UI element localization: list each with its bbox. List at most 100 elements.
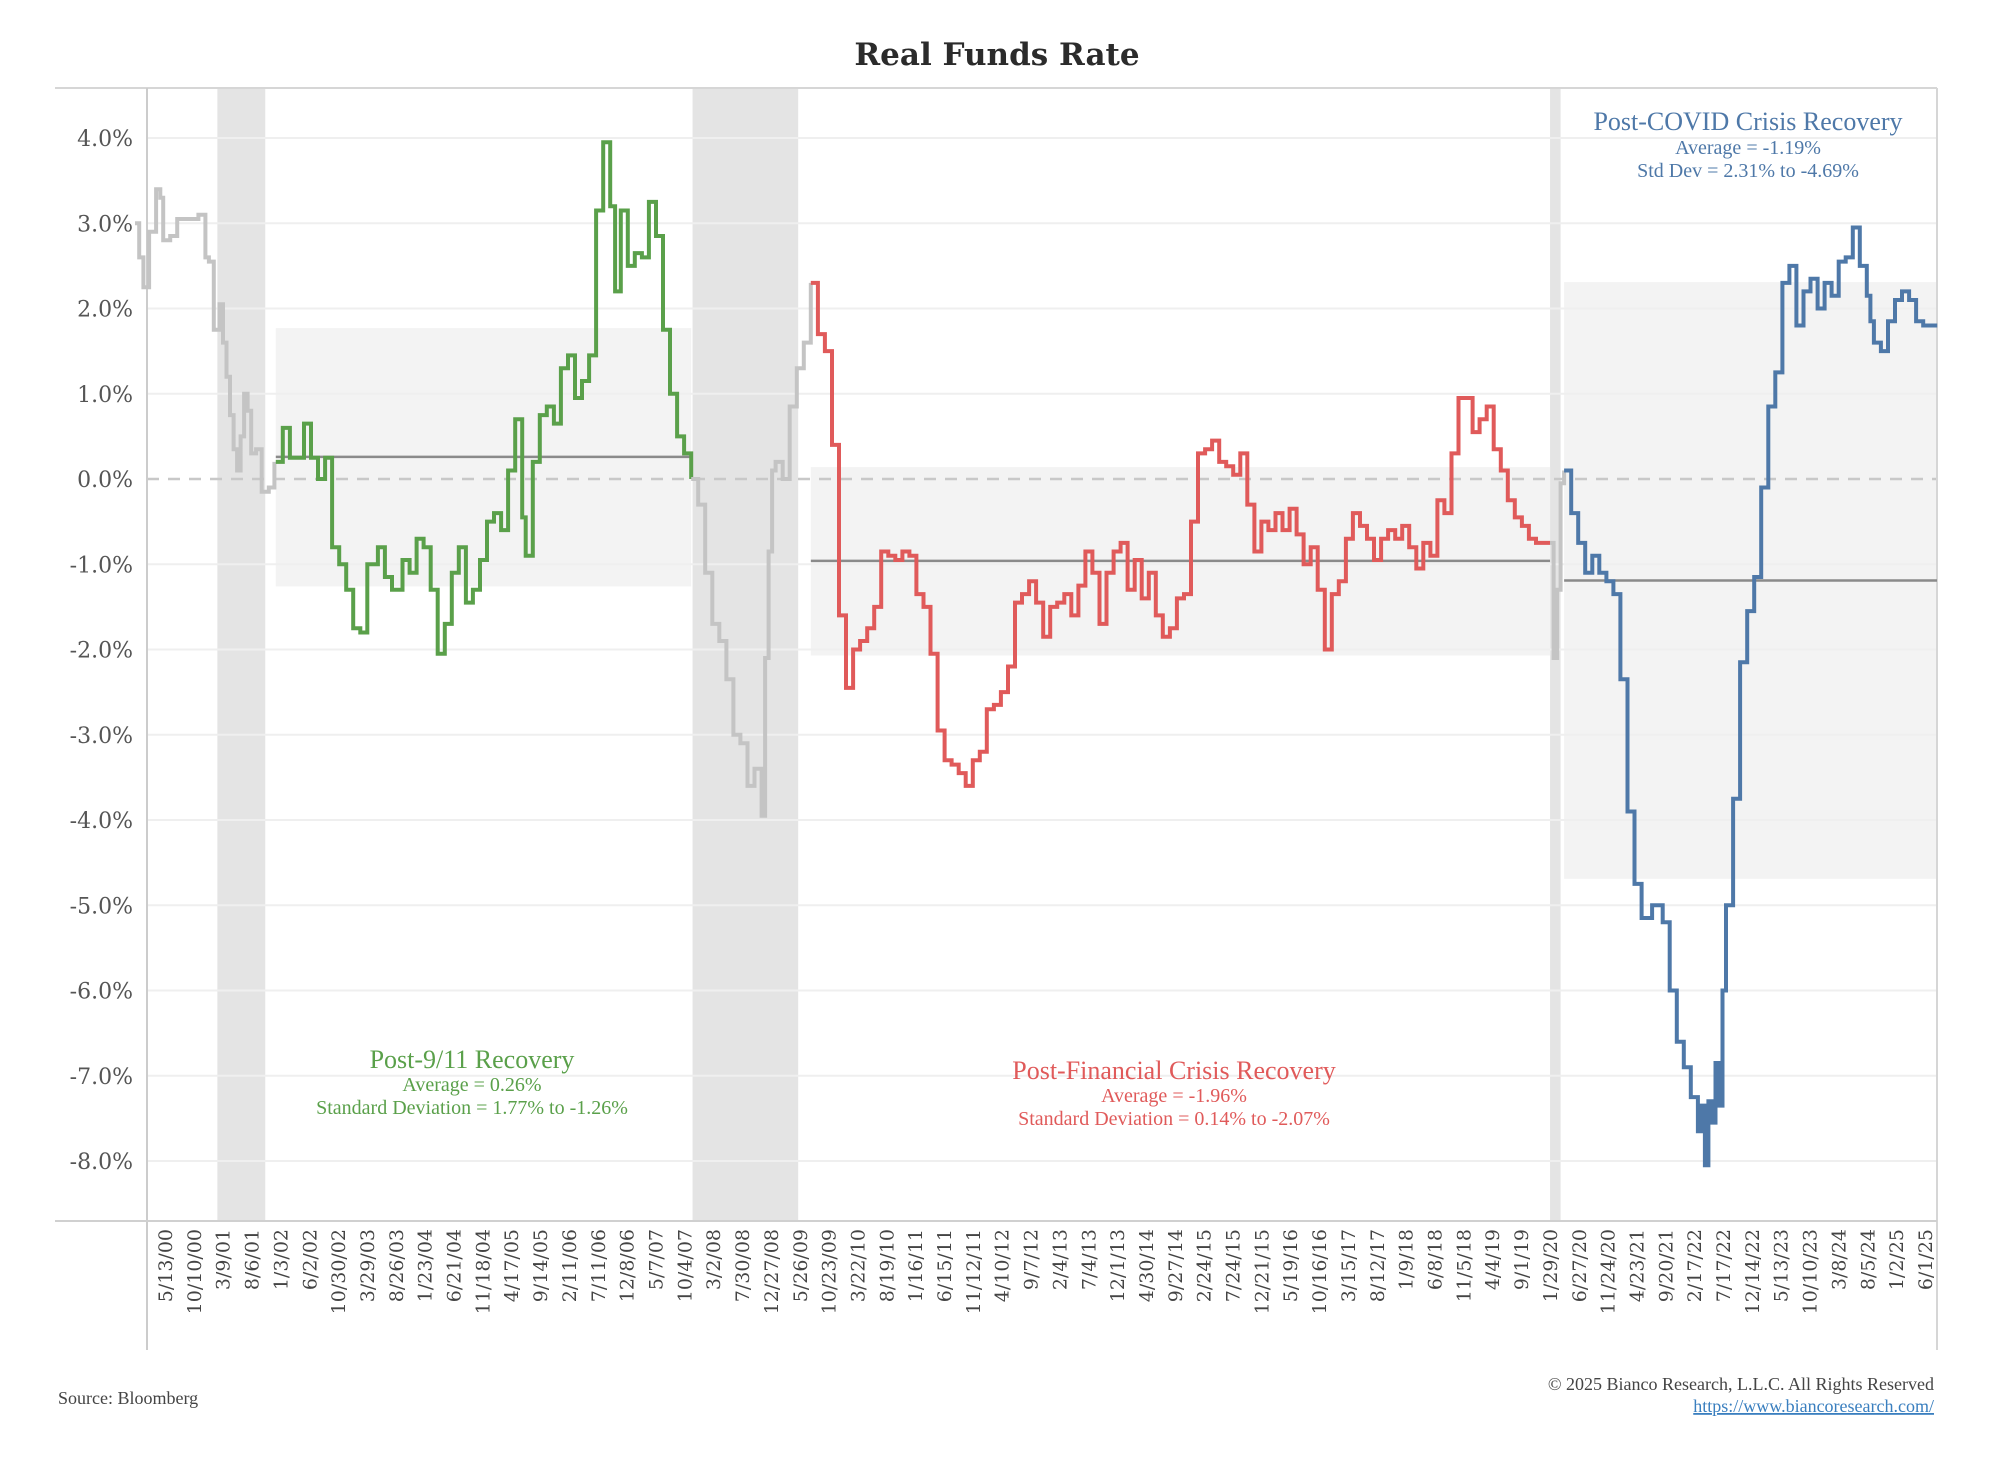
- x-tick-label: 11/12/11: [963, 1229, 985, 1314]
- x-tick-label: 4/30/14: [1136, 1229, 1158, 1302]
- x-tick-label: 7/11/06: [588, 1229, 610, 1302]
- x-tick-label: 6/27/20: [1569, 1229, 1591, 1302]
- series-line-post-covid-crisis-recovery: [1564, 225, 1938, 1168]
- x-tick-label: 12/1/13: [1107, 1229, 1129, 1302]
- x-tick-label: 6/8/18: [1425, 1229, 1447, 1290]
- y-tick-label: 4.0%: [77, 127, 133, 152]
- x-tick-label: 2/4/13: [1049, 1229, 1071, 1290]
- x-tick-label: 3/9/01: [213, 1229, 235, 1290]
- y-tick-label: -6.0%: [70, 980, 133, 1005]
- x-tick-label: 1/3/02: [270, 1229, 292, 1290]
- x-tick-label: 9/27/14: [1165, 1229, 1187, 1302]
- copyright-note: © 2025 Bianco Research, L.L.C. All Right…: [1548, 1374, 1934, 1394]
- x-tick-label: 1/23/04: [415, 1229, 437, 1302]
- y-tick-label: -8.0%: [70, 1150, 133, 1175]
- y-tick-label: -4.0%: [70, 809, 133, 834]
- series-line-post-financial-crisis-recovery: [810, 280, 1550, 788]
- x-tick-label: 9/7/12: [1021, 1229, 1043, 1290]
- x-tick-label: 6/2/02: [299, 1229, 321, 1290]
- x-tick-label: 3/2/08: [703, 1229, 725, 1290]
- x-tick-label: 6/15/11: [934, 1229, 956, 1302]
- x-tick-label: 6/1/25: [1915, 1229, 1937, 1290]
- x-tick-label: 8/6/01: [242, 1229, 264, 1290]
- x-tick-label: 1/2/25: [1886, 1229, 1908, 1290]
- x-tick-label: 8/26/03: [386, 1229, 408, 1302]
- x-tick-label: 10/23/09: [819, 1229, 841, 1314]
- x-tick-label: 3/29/03: [357, 1229, 379, 1302]
- annotation-average-post-covid: Average = -1.19%: [1675, 137, 1821, 159]
- x-tick-label: 12/21/15: [1251, 1229, 1273, 1314]
- x-tick-label: 10/30/02: [328, 1229, 350, 1314]
- x-tick-label: 9/14/05: [530, 1229, 552, 1302]
- annotation-stddev-post-covid: Std Dev = 2.31% to -4.69%: [1637, 160, 1859, 182]
- y-tick-label: 1.0%: [77, 383, 133, 408]
- x-tick-label: 7/17/22: [1713, 1229, 1735, 1302]
- x-tick-label: 1/29/20: [1540, 1229, 1562, 1302]
- x-tick-label: 4/23/21: [1627, 1229, 1649, 1302]
- y-axis-ticks: 4.0% 3.0% 2.0% 1.0% 0.0% -1.0% -2.0% -3.0% -4.0%…: [70, 127, 133, 1175]
- x-tick-label: 5/26/09: [790, 1229, 812, 1302]
- y-tick-label: -7.0%: [70, 1065, 133, 1090]
- annotation-average-post-911: Average = 0.26%: [402, 1074, 541, 1096]
- series-line-post-9-11-recovery: [275, 140, 694, 656]
- x-tick-label: 8/5/24: [1857, 1229, 1879, 1290]
- x-tick-label: 3/15/17: [1338, 1229, 1360, 1302]
- x-tick-label: 8/12/17: [1367, 1229, 1389, 1302]
- x-tick-label: 10/4/07: [674, 1229, 696, 1302]
- x-axis-ticks: 5/13/00 10/10/00 3/9/01 8/6/01 1/3/02 6/2/02 1…: [155, 1229, 1937, 1314]
- chart-title: Real Funds Rate: [854, 37, 1139, 73]
- annotation-post-financial-crisis: Post-Financial Crisis Recovery Average =…: [1012, 1056, 1336, 1130]
- x-tick-label: 8/19/10: [876, 1229, 898, 1302]
- x-tick-label: 5/19/16: [1280, 1229, 1302, 1302]
- annotation-post-911: Post-9/11 Recovery Average = 0.26% Stand…: [316, 1045, 628, 1119]
- x-tick-label: 5/13/23: [1771, 1229, 1793, 1302]
- x-tick-label: 5/7/07: [646, 1229, 668, 1290]
- x-tick-label: 4/10/12: [992, 1229, 1014, 1302]
- x-tick-label: 7/30/08: [732, 1229, 754, 1302]
- recession-band-1: [692, 88, 799, 1221]
- x-tick-label: 1/16/11: [905, 1229, 927, 1302]
- annotation-stddev-post-financial-crisis: Standard Deviation = 0.14% to -2.07%: [1018, 1108, 1330, 1130]
- x-tick-label: 2/17/22: [1684, 1229, 1706, 1302]
- x-tick-label: 2/11/06: [559, 1229, 581, 1302]
- x-tick-label: 7/4/13: [1078, 1229, 1100, 1290]
- x-tick-label: 11/18/04: [472, 1229, 494, 1314]
- annotation-post-covid: Post-COVID Crisis Recovery Average = -1.…: [1593, 107, 1902, 182]
- plot-frame: [55, 87, 1938, 1350]
- x-tick-label: 9/1/19: [1511, 1229, 1533, 1290]
- x-tick-label: 3/8/24: [1828, 1229, 1850, 1290]
- series-line-recession-2008: [691, 282, 813, 818]
- gridlines: [147, 137, 1937, 1162]
- annotation-average-post-financial-crisis: Average = -1.96%: [1101, 1085, 1247, 1107]
- x-tick-label: 7/24/15: [1223, 1229, 1245, 1302]
- series-lines: [135, 140, 1938, 1168]
- x-tick-label: 1/9/18: [1396, 1229, 1418, 1290]
- annotation-title-post-911: Post-9/11 Recovery: [370, 1045, 575, 1074]
- website-link[interactable]: https://www.biancoresearch.com/: [1693, 1396, 1934, 1416]
- y-tick-label: 2.0%: [77, 298, 133, 323]
- x-tick-label: 5/13/00: [155, 1229, 177, 1302]
- x-tick-label: 9/20/21: [1655, 1229, 1677, 1302]
- x-tick-label: 12/27/08: [761, 1229, 783, 1314]
- annotation-title-post-financial-crisis: Post-Financial Crisis Recovery: [1012, 1056, 1336, 1085]
- x-tick-label: 3/22/10: [848, 1229, 870, 1302]
- x-tick-label: 4/17/05: [501, 1229, 523, 1302]
- x-tick-label: 11/24/20: [1598, 1229, 1620, 1314]
- x-tick-label: 11/5/18: [1453, 1229, 1475, 1302]
- y-tick-label: -3.0%: [70, 724, 133, 749]
- x-tick-label: 4/4/19: [1482, 1229, 1504, 1290]
- y-tick-label: -2.0%: [70, 639, 133, 664]
- series-line-covid-recession: [1550, 470, 1567, 660]
- y-tick-label: -5.0%: [70, 894, 133, 919]
- source-note: Source: Bloomberg: [58, 1388, 198, 1408]
- average-lines: [275, 455, 1937, 582]
- x-tick-label: 12/14/22: [1742, 1229, 1764, 1314]
- x-tick-label: 10/10/00: [184, 1229, 206, 1314]
- x-tick-label: 10/10/23: [1800, 1229, 1822, 1314]
- annotation-stddev-post-911: Standard Deviation = 1.77% to -1.26%: [316, 1097, 628, 1119]
- y-tick-label: 3.0%: [77, 212, 133, 237]
- series-line-pre-2002: [135, 187, 277, 494]
- y-tick-label: 0.0%: [77, 468, 133, 493]
- annotation-title-post-covid: Post-COVID Crisis Recovery: [1593, 107, 1902, 136]
